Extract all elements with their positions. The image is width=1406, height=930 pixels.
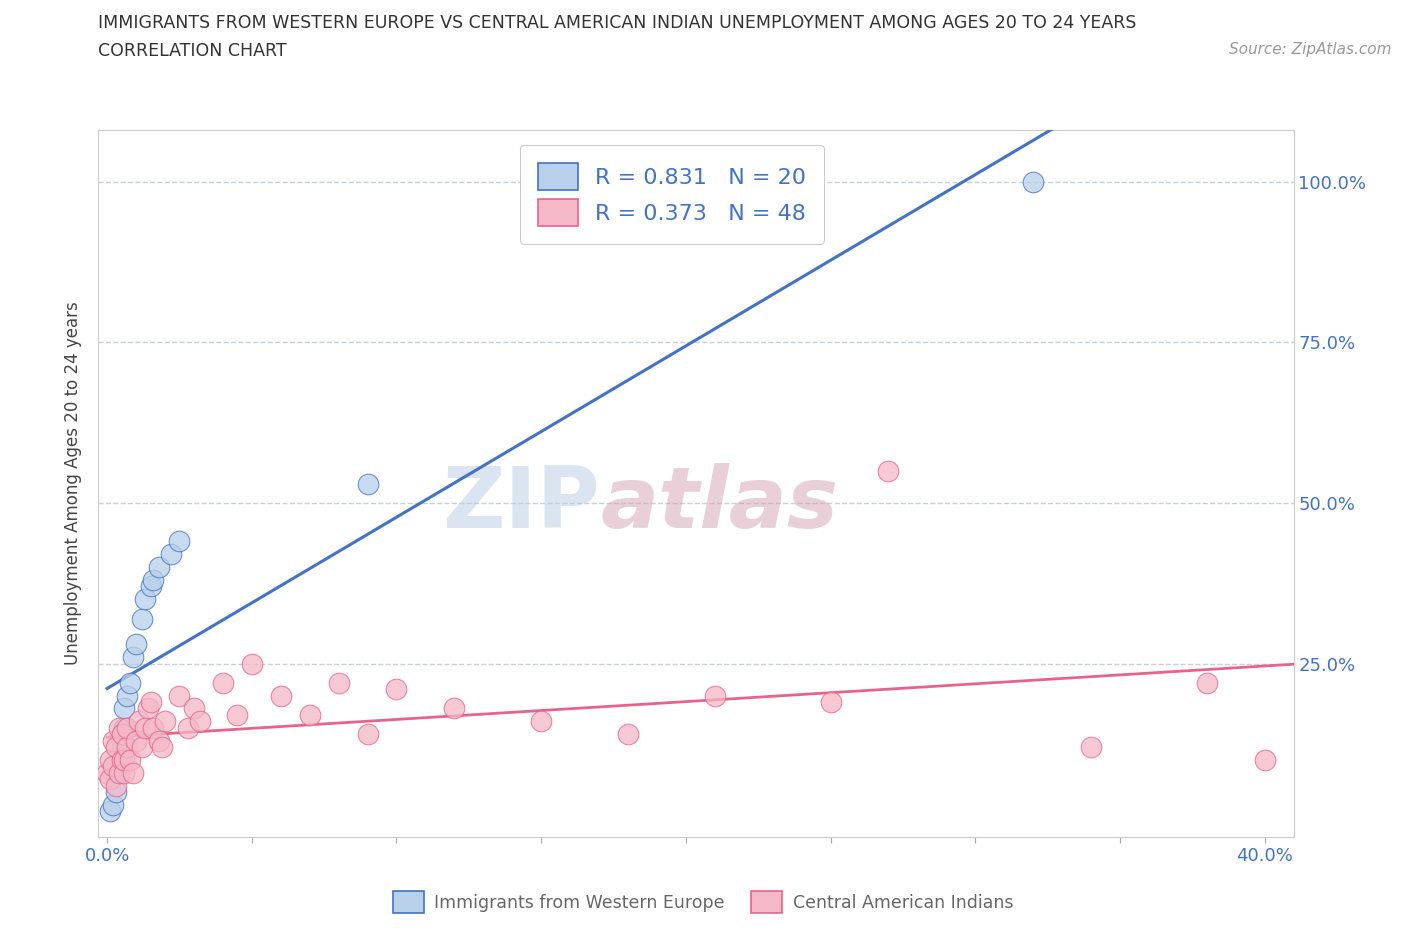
Point bbox=[104, 778, 127, 793]
Point bbox=[820, 695, 842, 710]
Point bbox=[110, 739, 132, 754]
Point bbox=[96, 765, 118, 780]
Point bbox=[1022, 174, 1045, 189]
Point bbox=[226, 708, 249, 723]
Point bbox=[443, 701, 465, 716]
Point bbox=[120, 752, 142, 767]
Point bbox=[188, 714, 211, 729]
Point bbox=[117, 721, 139, 736]
Point bbox=[101, 733, 124, 748]
Point bbox=[139, 695, 162, 710]
Point bbox=[177, 721, 200, 736]
Point bbox=[169, 688, 191, 703]
Text: ZIP: ZIP bbox=[443, 463, 600, 546]
Point bbox=[153, 714, 176, 729]
Point bbox=[101, 797, 124, 812]
Point bbox=[122, 650, 145, 665]
Point bbox=[877, 463, 900, 478]
Point bbox=[131, 739, 153, 754]
Point bbox=[107, 721, 129, 736]
Point bbox=[617, 726, 640, 741]
Text: atlas: atlas bbox=[600, 463, 838, 546]
Point bbox=[1253, 752, 1275, 767]
Point bbox=[139, 579, 162, 594]
Point bbox=[114, 721, 136, 736]
Point bbox=[125, 733, 148, 748]
Point bbox=[98, 804, 121, 818]
Point bbox=[134, 721, 156, 736]
Point bbox=[356, 726, 378, 741]
Point bbox=[356, 476, 378, 491]
Point bbox=[134, 591, 156, 606]
Point bbox=[107, 765, 129, 780]
Point bbox=[159, 547, 181, 562]
Point bbox=[298, 708, 321, 723]
Point bbox=[385, 682, 408, 697]
Point bbox=[703, 688, 725, 703]
Point bbox=[150, 739, 173, 754]
Point bbox=[101, 759, 124, 774]
Point bbox=[107, 765, 129, 780]
Point bbox=[1080, 739, 1102, 754]
Point bbox=[142, 573, 165, 588]
Point bbox=[98, 752, 121, 767]
Point bbox=[530, 714, 553, 729]
Point bbox=[104, 785, 127, 800]
Point bbox=[211, 675, 233, 690]
Point bbox=[110, 726, 132, 741]
Point bbox=[328, 675, 350, 690]
Point bbox=[110, 752, 132, 767]
Point bbox=[183, 701, 205, 716]
Y-axis label: Unemployment Among Ages 20 to 24 years: Unemployment Among Ages 20 to 24 years bbox=[65, 301, 83, 666]
Text: Source: ZipAtlas.com: Source: ZipAtlas.com bbox=[1229, 42, 1392, 57]
Point bbox=[117, 688, 139, 703]
Point bbox=[125, 637, 148, 652]
Point bbox=[117, 739, 139, 754]
Point bbox=[148, 733, 170, 748]
Point bbox=[104, 739, 127, 754]
Point bbox=[120, 675, 142, 690]
Point bbox=[169, 534, 191, 549]
Point bbox=[122, 765, 145, 780]
Point bbox=[1195, 675, 1218, 690]
Point bbox=[114, 701, 136, 716]
Text: IMMIGRANTS FROM WESTERN EUROPE VS CENTRAL AMERICAN INDIAN UNEMPLOYMENT AMONG AGE: IMMIGRANTS FROM WESTERN EUROPE VS CENTRA… bbox=[98, 14, 1137, 32]
Point bbox=[98, 772, 121, 787]
Legend: R = 0.831   N = 20, R = 0.373   N = 48: R = 0.831 N = 20, R = 0.373 N = 48 bbox=[520, 145, 824, 244]
Point bbox=[148, 560, 170, 575]
Text: CORRELATION CHART: CORRELATION CHART bbox=[98, 42, 287, 60]
Point bbox=[128, 714, 150, 729]
Point bbox=[270, 688, 292, 703]
Point bbox=[114, 752, 136, 767]
Point bbox=[142, 721, 165, 736]
Point bbox=[114, 765, 136, 780]
Point bbox=[136, 701, 159, 716]
Point bbox=[240, 656, 263, 671]
Point bbox=[131, 611, 153, 626]
Legend: Immigrants from Western Europe, Central American Indians: Immigrants from Western Europe, Central … bbox=[385, 884, 1021, 920]
